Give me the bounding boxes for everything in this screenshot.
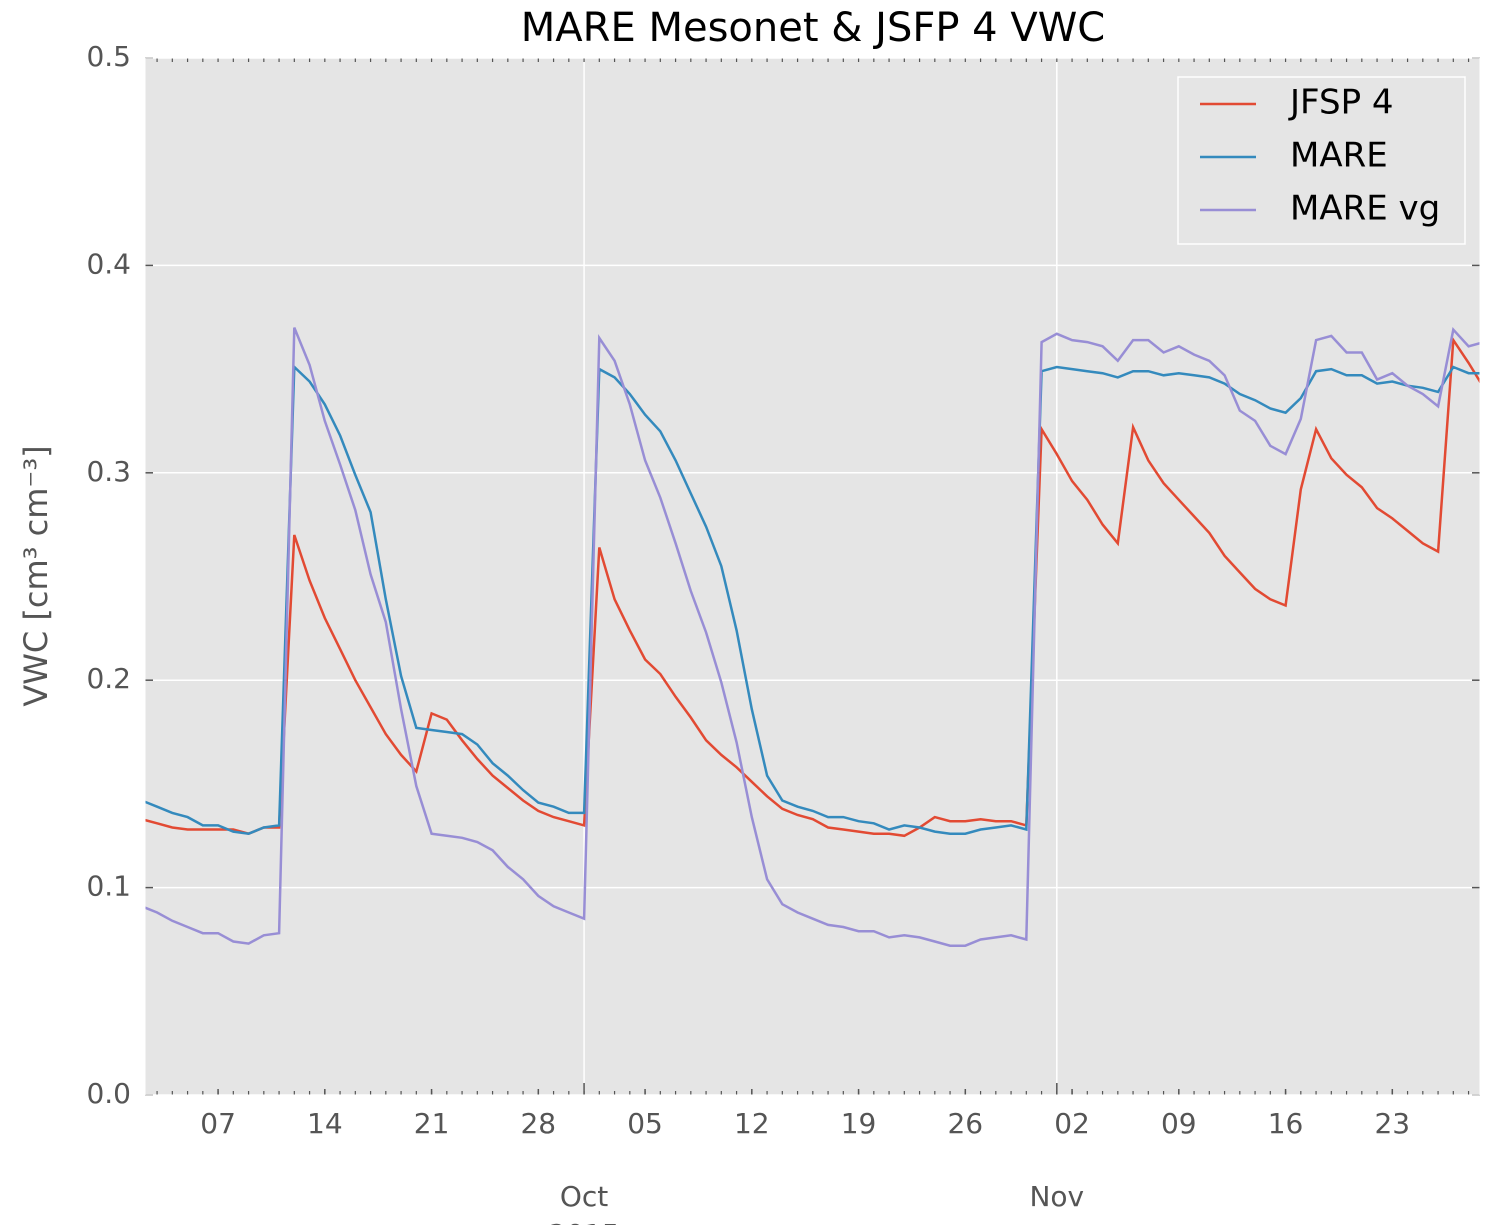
x-tick-label: 26 <box>947 1107 983 1140</box>
series-line <box>145 364 1480 835</box>
y-tick-label: 0.0 <box>86 1077 131 1110</box>
y-tick-label: 0.4 <box>86 247 131 280</box>
x-tick-label: 07 <box>200 1107 236 1140</box>
x-tick-label: 05 <box>627 1107 663 1140</box>
x-tick-label: 09 <box>1161 1107 1197 1140</box>
legend-label: JFSP 4 <box>1288 83 1394 123</box>
x-tick-label: 23 <box>1374 1107 1410 1140</box>
x-tick-label: 14 <box>307 1107 343 1140</box>
x-month-label: Nov <box>1029 1180 1084 1213</box>
x-tick-label: 21 <box>414 1107 450 1140</box>
x-month-label: Oct <box>560 1180 608 1213</box>
legend-label: MARE <box>1290 136 1388 176</box>
x-tick-label: 28 <box>520 1107 556 1140</box>
y-tick-label: 0.5 <box>86 40 131 73</box>
y-tick-label: 0.2 <box>86 662 131 695</box>
x-tick-label: 16 <box>1268 1107 1304 1140</box>
y-tick-label: 0.1 <box>86 870 131 903</box>
x-tick-label: 19 <box>841 1107 877 1140</box>
y-tick-label: 0.3 <box>86 455 131 488</box>
x-tick-label: 02 <box>1054 1107 1090 1140</box>
y-axis-label: VWC [cm³ cm⁻³] <box>17 445 55 706</box>
x-year-label: 2015 <box>548 1218 619 1225</box>
plot-frame <box>144 57 1481 1096</box>
chart-title: MARE Mesonet & JSFP 4 VWC <box>521 5 1105 51</box>
series-line <box>145 336 1480 838</box>
legend-label: MARE vg <box>1290 189 1440 229</box>
x-tick-label: 12 <box>734 1107 770 1140</box>
series-line <box>145 327 1480 947</box>
